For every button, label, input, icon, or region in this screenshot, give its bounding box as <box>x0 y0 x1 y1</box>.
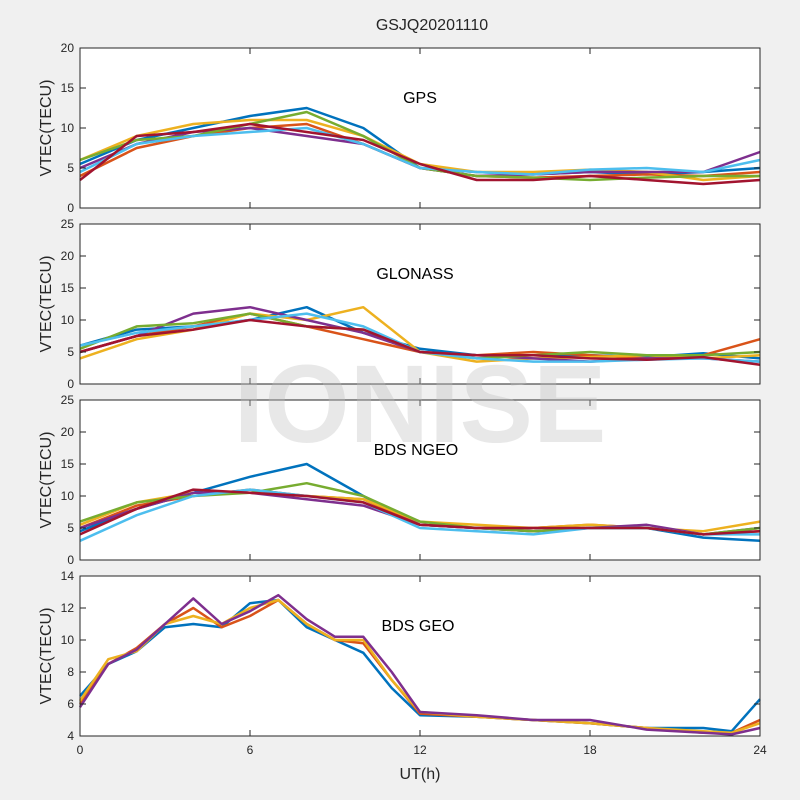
y-tick-label: 0 <box>67 201 74 215</box>
watermark: IONISE <box>234 343 607 466</box>
panel-annotation: GLONASS <box>376 266 453 283</box>
x-tick-label: 0 <box>77 743 84 757</box>
x-axis-label: UT(h) <box>400 766 441 783</box>
series-line-6 <box>79 122 761 186</box>
y-tick-label: 14 <box>61 569 75 583</box>
y-tick-label: 10 <box>61 489 75 503</box>
panel-3: 4 6 8 10 12 14 0 6 12 18 24 VTEC(TECU) BDS GEO <box>38 569 767 757</box>
chart-panels: 0 5 10 15 20 VTEC(TECU) GPS 0 5 10 15 20 25 VTEC(TECU… <box>38 41 767 757</box>
plot-area <box>80 576 760 736</box>
y-tick-label: 0 <box>67 553 74 567</box>
panel-0: 0 5 10 15 20 VTEC(TECU) GPS <box>38 41 761 215</box>
x-tick-label: 24 <box>753 743 767 757</box>
y-tick-label: 15 <box>61 81 75 95</box>
y-tick-label: 5 <box>67 161 74 175</box>
series-line-3 <box>78 593 761 736</box>
panel-annotation: BDS NGEO <box>374 442 458 459</box>
y-tick-label: 5 <box>67 345 74 359</box>
x-tick-label: 6 <box>247 743 254 757</box>
x-tick-label: 12 <box>413 743 427 757</box>
y-tick-label: 4 <box>67 729 74 743</box>
y-tick-label: 20 <box>61 41 75 55</box>
panel-annotation: GPS <box>403 90 437 107</box>
y-tick-label: 20 <box>61 425 75 439</box>
panel-1: 0 5 10 15 20 25 VTEC(TECU) GLONASS <box>38 217 761 391</box>
y-axis-label: VTEC(TECU) <box>38 432 55 529</box>
plot-area <box>80 400 760 560</box>
series-line-5 <box>79 126 761 176</box>
y-axis-label: VTEC(TECU) <box>38 80 55 177</box>
y-tick-label: 6 <box>67 697 74 711</box>
series-line-6 <box>79 488 761 536</box>
y-tick-label: 15 <box>61 457 75 471</box>
panel-annotation: BDS GEO <box>382 618 455 635</box>
chart-title: GSJQ20201110 <box>376 17 488 34</box>
plot-area <box>80 48 760 208</box>
y-axis-label: VTEC(TECU) <box>38 256 55 353</box>
y-tick-label: 25 <box>61 393 75 407</box>
series-line-6 <box>79 318 761 367</box>
panel-2: 0 5 10 15 20 25 VTEC(TECU) BDS NGEO <box>38 393 761 567</box>
y-tick-label: 12 <box>61 601 75 615</box>
y-tick-label: 8 <box>67 665 74 679</box>
y-tick-label: 25 <box>61 217 75 231</box>
y-tick-label: 0 <box>67 377 74 391</box>
y-tick-label: 15 <box>61 281 75 295</box>
y-tick-label: 10 <box>61 633 75 647</box>
y-axis-label: VTEC(TECU) <box>38 608 55 705</box>
y-tick-label: 10 <box>61 121 75 135</box>
x-tick-label: 18 <box>583 743 597 757</box>
y-tick-label: 5 <box>67 521 74 535</box>
y-tick-label: 20 <box>61 249 75 263</box>
y-tick-label: 10 <box>61 313 75 327</box>
